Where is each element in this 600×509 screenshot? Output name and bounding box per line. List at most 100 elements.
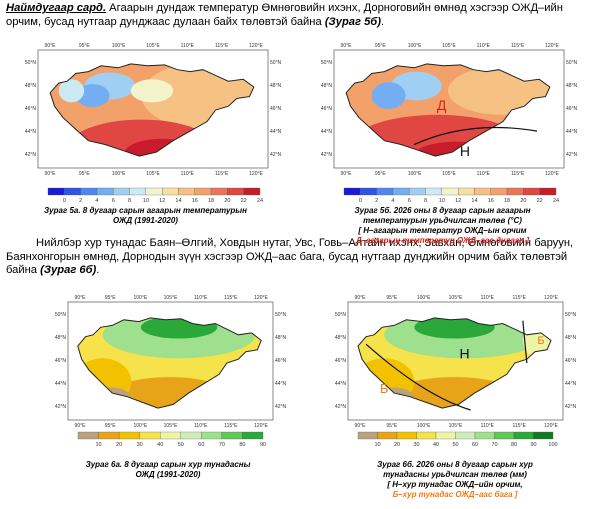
figure-5b-caption: Зураг 5б. 2026 оны 8 дугаар сарын агаары… [354, 206, 531, 245]
colorbar-label: 4 [391, 198, 394, 204]
colorbar-swatch [533, 431, 554, 440]
colorbar-label: 4 [95, 198, 98, 204]
colorbar-label: 20 [520, 198, 526, 204]
colorbar-swatch [80, 187, 98, 196]
longitude-tick-label: 115°E [224, 295, 238, 301]
colorbar-swatch [458, 187, 475, 196]
latitude-tick-label: 50°N [335, 312, 347, 318]
colorbar-label: 8 [128, 198, 131, 204]
figure-6a-caption: Зураг 6а. 8 дугаар сарын хур тунадасны О… [85, 460, 251, 479]
colorbar-swatch [441, 187, 459, 196]
longitude-tick-label: 95°E [375, 43, 387, 49]
colorbar-label: 16 [488, 198, 494, 204]
colorbar-label: 30 [413, 442, 419, 448]
colorbar-swatch [77, 431, 99, 440]
figure-5a-caption: Зураг 5а. 8 дугаар сарын агаарын темпера… [44, 206, 247, 225]
colorbar-label: 20 [116, 442, 122, 448]
longitude-tick-label: 105°E [164, 423, 178, 429]
colorbar-label: 40 [157, 442, 163, 448]
longitude-tick-label: 120°E [544, 295, 558, 301]
colorbar-swatch [455, 431, 476, 440]
longitude-tick-label: 90°E [355, 423, 367, 429]
colorbar-label: 90 [530, 442, 536, 448]
colorbar-swatch [435, 431, 456, 440]
longitude-tick-label: 95°E [79, 43, 91, 49]
longitude-tick-label: 100°E [112, 171, 126, 177]
colorbar-swatch [474, 431, 495, 440]
latitude-tick-label: 42°N [335, 404, 347, 410]
longitude-tick-label: 100°E [133, 423, 147, 429]
colorbar-swatch [523, 187, 540, 196]
latitude-tick-label: 44°N [55, 381, 67, 387]
colorbar-label: 20 [224, 198, 230, 204]
latitude-tick-label: 42°N [270, 152, 282, 158]
longitude-tick-label: 105°E [164, 295, 178, 301]
longitude-tick-label: 105°E [449, 423, 463, 429]
colorbar-label: 8 [424, 198, 427, 204]
longitude-tick-label: 90°E [75, 423, 87, 429]
colorbar-label: 60 [198, 442, 204, 448]
longitude-tick-label: 110°E [194, 423, 208, 429]
colorbar-swatch [47, 187, 65, 196]
longitude-tick-label: 105°E [442, 171, 456, 177]
colorbar-swatch [243, 187, 261, 196]
country-border [49, 63, 255, 157]
longitude-tick-label: 95°E [105, 423, 117, 429]
paragraph-text: Нийлбэр хур тунадас Баян–Өлгий, Ховдын н… [6, 237, 574, 276]
colorbar-label: 14 [471, 198, 477, 204]
latitude-tick-label: 42°N [566, 152, 578, 158]
longitude-tick-label: 120°E [545, 171, 559, 177]
colorbar-label: 18 [504, 198, 510, 204]
colorbar-label: 12 [159, 198, 165, 204]
field-region [75, 84, 110, 108]
colorbar-label: 80 [239, 442, 245, 448]
longitude-tick-label: 100°E [133, 295, 147, 301]
latitude-tick-label: 44°N [275, 381, 287, 387]
region-label-n: Н [459, 345, 469, 361]
longitude-tick-label: 100°E [112, 43, 126, 49]
longitude-tick-label: 110°E [477, 43, 491, 49]
latitude-tick-label: 42°N [565, 404, 577, 410]
latitude-tick-label: 50°N [275, 312, 287, 318]
colorbar-swatch [494, 431, 515, 440]
colorbar-label: 40 [433, 442, 439, 448]
colorbar-label: 12 [455, 198, 461, 204]
longitude-tick-label: 100°E [408, 43, 422, 49]
longitude-tick-label: 105°E [442, 43, 456, 49]
longitude-tick-label: 120°E [249, 43, 263, 49]
colorbar-swatch [357, 431, 378, 440]
precipitation-forecast-map: 90°E 90°E 95°E 95°E 100°E 100°E 105°E 105°E 110°… [335, 295, 577, 448]
boundary-line [522, 320, 528, 364]
latitude-tick-label: 44°N [270, 129, 282, 135]
paragraph-august-temperature: Наймдугаар сард. Агаарын дундаж температ… [6, 2, 563, 28]
colorbar-swatch [377, 431, 398, 440]
colorbar-label: 60 [472, 442, 478, 448]
colorbar-swatch [96, 187, 114, 196]
colorbar-label: 16 [192, 198, 198, 204]
longitude-tick-label: 100°E [417, 423, 431, 429]
longitude-tick-label: 115°E [224, 423, 238, 429]
latitude-tick-label: 46°N [565, 358, 577, 364]
latitude-tick-label: 46°N [335, 358, 347, 364]
colorbar-label: 24 [257, 198, 263, 204]
colorbar-label: 80 [511, 442, 517, 448]
colorbar-swatch [360, 187, 377, 196]
colorbar-swatch [539, 187, 557, 196]
longitude-tick-label: 115°E [513, 423, 527, 429]
colorbar-swatch [506, 187, 524, 196]
latitude-tick-label: 48°N [335, 335, 347, 341]
map-fill-layer [346, 63, 550, 157]
boundary-line [413, 126, 538, 146]
colorbar-swatch [513, 431, 534, 440]
colorbar-swatch [425, 187, 442, 196]
colorbar-swatch [139, 431, 161, 440]
colorbar-swatch [392, 187, 410, 196]
colorbar-label: 2 [375, 198, 378, 204]
longitude-tick-label: 95°E [386, 423, 398, 429]
colorbar-label: 30 [137, 442, 143, 448]
region-label-d: Д [437, 97, 447, 113]
colorbar-swatch [343, 187, 361, 196]
colorbar-swatch [180, 431, 202, 440]
longitude-tick-label: 90°E [45, 43, 57, 49]
temperature-climatology-map: 90°E 90°E 95°E 95°E 100°E 100°E 105°E 105°E 110°… [25, 43, 282, 204]
